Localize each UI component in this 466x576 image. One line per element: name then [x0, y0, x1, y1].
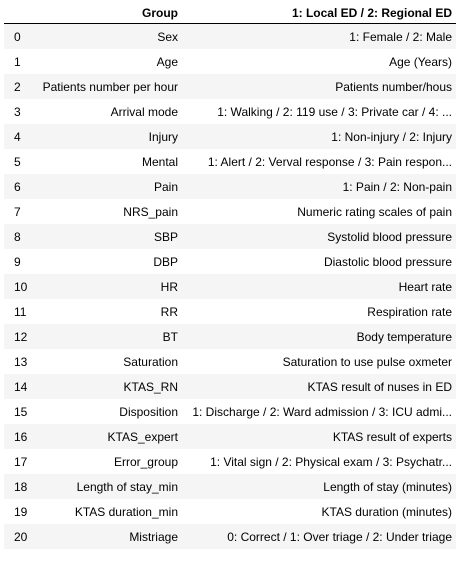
row-index: 14 — [14, 379, 28, 394]
table-row: 18 Length of stay_min Length of stay (minu… — [4, 474, 456, 499]
group-cell: DBP — [153, 254, 178, 269]
row-index: 6 — [14, 179, 21, 194]
table-row: 16 KTAS_expert KTAS result of experts — [4, 424, 456, 449]
group-cell: KTAS duration_min — [74, 504, 178, 519]
value-cell: KTAS result of nuses in ED — [307, 379, 452, 394]
value-cell: 1: Female / 2: Male — [349, 29, 452, 44]
group-cell: Saturation — [123, 354, 178, 369]
row-index: 0 — [14, 29, 21, 44]
group-cell: Pain — [153, 179, 178, 194]
value-cell: KTAS result of experts — [332, 429, 452, 444]
table-row: 13 Saturation Saturation to use pulse oxme… — [4, 349, 456, 374]
group-column-header: Group — [32, 2, 182, 24]
value-cell: Body temperature — [356, 329, 452, 344]
row-index: 20 — [14, 529, 28, 544]
row-index: 2 — [14, 79, 21, 94]
group-cell: NRS_pain — [123, 204, 178, 219]
group-cell: SBP — [153, 229, 178, 244]
group-cell: RR — [160, 304, 178, 319]
value-cell: 1: Walking / 2: 119 use / 3: Private car… — [217, 104, 452, 119]
value-column-header: 1: Local ED / 2: Regional ED — [182, 2, 456, 24]
row-index: 7 — [14, 204, 21, 219]
table-row: 10 HR Heart rate — [4, 274, 456, 299]
group-cell: Age — [156, 54, 178, 69]
value-cell: Diastolic blood pressure — [323, 254, 452, 269]
group-cell: Sex — [157, 29, 178, 44]
table-row: 2 Patients number per hour Patients number… — [4, 74, 456, 99]
table-row: 11 RR Respiration rate — [4, 299, 456, 324]
group-cell: Injury — [148, 129, 178, 144]
table-row: 15 Disposition 1: Discharge / 2: Ward admi… — [4, 399, 456, 424]
row-index: 18 — [14, 479, 28, 494]
table-row: 1 Age Age (Years) — [4, 49, 456, 74]
row-index: 3 — [14, 104, 21, 119]
row-index: 13 — [14, 354, 28, 369]
group-cell: Mistriage — [129, 529, 178, 544]
value-cell: 1: Alert / 2: Verval response / 3: Pain … — [207, 154, 452, 169]
table-row: 0 Sex 1: Female / 2: Male — [4, 23, 456, 49]
value-cell: Numeric rating scales of pain — [297, 204, 452, 219]
value-cell: 0: Correct / 1: Over triage / 2: Under t… — [227, 529, 452, 544]
value-cell: 1: Pain / 2: Non-pain — [342, 179, 452, 194]
group-cell: Disposition — [119, 404, 178, 419]
row-index: 16 — [14, 429, 28, 444]
table-row: 8 SBP Systolid blood pressure — [4, 224, 456, 249]
dataframe-table: Group 1: Local ED / 2: Regional ED 0 Sex 1… — [4, 2, 456, 549]
table-row: 12 BT Body temperature — [4, 324, 456, 349]
row-index: 17 — [14, 454, 28, 469]
value-cell: 1: Non-injury / 2: Injury — [331, 129, 452, 144]
value-cell: Respiration rate — [367, 304, 452, 319]
group-cell: BT — [162, 329, 178, 344]
table-header: Group 1: Local ED / 2: Regional ED — [4, 2, 456, 24]
group-cell: Length of stay_min — [76, 479, 178, 494]
row-index: 10 — [14, 279, 28, 294]
table-row: 17 Error_group 1: Vital sign / 2: Physical… — [4, 449, 456, 474]
row-index: 9 — [14, 254, 21, 269]
row-index: 8 — [14, 229, 21, 244]
value-cell: Age (Years) — [389, 54, 452, 69]
table-body: 0 Sex 1: Female / 2: Male 1 Age Age (Years) 2 P… — [4, 23, 456, 549]
value-cell: Heart rate — [398, 279, 452, 294]
table-row: 20 Mistriage 0: Correct / 1: Over triage /… — [4, 524, 456, 549]
table-row: 3 Arrival mode 1: Walking / 2: 119 use / 3… — [4, 99, 456, 124]
group-cell: Patients number per hour — [42, 79, 178, 94]
value-cell: KTAS duration (minutes) — [321, 504, 453, 519]
table-row: 5 Mental 1: Alert / 2: Verval response / 3… — [4, 149, 456, 174]
row-index: 12 — [14, 329, 28, 344]
index-header — [4, 2, 32, 24]
table-row: 19 KTAS duration_min KTAS duration (minute… — [4, 499, 456, 524]
row-index: 5 — [14, 154, 21, 169]
group-cell: Error_group — [113, 454, 178, 469]
value-cell: Systolid blood pressure — [327, 229, 452, 244]
table-row: 14 KTAS_RN KTAS result of nuses in ED — [4, 374, 456, 399]
row-index: 11 — [14, 304, 27, 319]
group-cell: Mental — [141, 154, 178, 169]
value-cell: Patients number/hous — [335, 79, 452, 94]
value-cell: 1: Discharge / 2: Ward admission / 3: IC… — [192, 404, 452, 419]
row-index: 15 — [14, 404, 28, 419]
group-cell: KTAS_RN — [123, 379, 178, 394]
group-cell: Arrival mode — [110, 104, 178, 119]
group-cell: HR — [160, 279, 178, 294]
value-cell: 1: Vital sign / 2: Physical exam / 3: Ps… — [210, 454, 452, 469]
value-cell: Length of stay (minutes) — [323, 479, 452, 494]
group-cell: KTAS_expert — [107, 429, 178, 444]
table-row: 4 Injury 1: Non-injury / 2: Injury — [4, 124, 456, 149]
table-row: 6 Pain 1: Pain / 2: Non-pain — [4, 174, 456, 199]
table-row: 9 DBP Diastolic blood pressure — [4, 249, 456, 274]
header-row: Group 1: Local ED / 2: Regional ED — [4, 2, 456, 24]
row-index: 4 — [14, 129, 21, 144]
table-row: 7 NRS_pain Numeric rating scales of pain — [4, 199, 456, 224]
value-cell: Saturation to use pulse oxmeter — [282, 354, 452, 369]
row-index: 1 — [14, 54, 21, 69]
row-index: 19 — [14, 504, 28, 519]
